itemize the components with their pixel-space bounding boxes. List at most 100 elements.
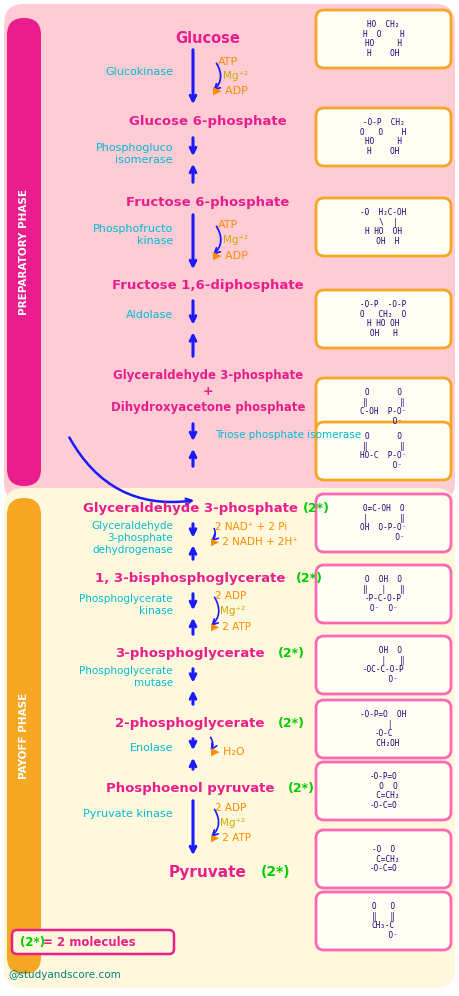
Text: OH  H: OH H (367, 237, 400, 246)
Text: O⁻: O⁻ (363, 533, 404, 542)
Text: 2 ADP: 2 ADP (215, 803, 246, 813)
Text: OH   H: OH H (369, 329, 397, 338)
FancyBboxPatch shape (316, 198, 451, 256)
Text: HO-C  P-O⁻: HO-C P-O⁻ (360, 451, 407, 460)
Text: Aldolase: Aldolase (126, 310, 173, 320)
Text: O⁻: O⁻ (365, 416, 402, 425)
Text: HO  CH₂: HO CH₂ (367, 20, 400, 29)
FancyBboxPatch shape (316, 700, 451, 758)
Text: -O-P  -O-P: -O-P -O-P (360, 300, 407, 309)
FancyBboxPatch shape (316, 762, 451, 820)
FancyBboxPatch shape (316, 290, 451, 348)
Text: Triose phosphate isomerase: Triose phosphate isomerase (215, 430, 361, 440)
Text: Glucokinase: Glucokinase (105, 67, 173, 77)
Text: ▶ 2 NADH + 2H⁺: ▶ 2 NADH + 2H⁺ (211, 537, 298, 547)
Text: Dihydroxyacetone phosphate: Dihydroxyacetone phosphate (111, 400, 305, 413)
FancyBboxPatch shape (12, 930, 174, 954)
Text: Glyceraldehyde 3-phosphate: Glyceraldehyde 3-phosphate (113, 369, 303, 381)
Text: -O-P=O  OH: -O-P=O OH (360, 710, 407, 719)
Text: HO     H: HO H (365, 137, 402, 146)
Text: O   O: O O (372, 902, 395, 911)
Text: H    OH: H OH (367, 49, 400, 58)
Text: HO     H: HO H (365, 39, 402, 48)
FancyBboxPatch shape (316, 494, 451, 552)
Text: |: | (374, 720, 393, 729)
Text: -O  O: -O O (372, 845, 395, 854)
Text: ‖   |   ‖: ‖ | ‖ (363, 585, 404, 594)
Text: C=CH₂: C=CH₂ (367, 791, 400, 800)
Text: ATP: ATP (218, 220, 238, 230)
Text: Glucose 6-phosphate: Glucose 6-phosphate (129, 115, 287, 127)
Text: -O  H₂C-OH: -O H₂C-OH (360, 208, 407, 217)
Text: (2*): (2*) (278, 646, 305, 659)
Text: Fructose 1,6-diphosphate: Fructose 1,6-diphosphate (112, 279, 304, 292)
Text: ‖   ‖: ‖ ‖ (372, 911, 395, 920)
FancyBboxPatch shape (7, 18, 41, 486)
Text: |   ‖: | ‖ (363, 655, 404, 664)
Text: |       ‖: | ‖ (363, 514, 404, 523)
Text: Phosphoenol pyruvate: Phosphoenol pyruvate (106, 782, 274, 795)
Text: Phosphogluco
isomerase: Phosphogluco isomerase (95, 143, 173, 164)
Text: ▶ 2 ATP: ▶ 2 ATP (211, 833, 251, 843)
Text: -P-C-O-P: -P-C-O-P (365, 595, 402, 604)
Text: -O-C=O: -O-C=O (369, 801, 397, 810)
Text: O      O: O O (365, 432, 402, 441)
Text: ▶ ADP: ▶ ADP (213, 251, 248, 261)
Text: ‖       ‖: ‖ ‖ (363, 442, 404, 451)
Text: Phosphoglycerate
mutase: Phosphoglycerate mutase (79, 666, 173, 688)
FancyBboxPatch shape (316, 378, 451, 436)
FancyBboxPatch shape (316, 830, 451, 888)
Text: -O-C: -O-C (374, 729, 393, 738)
Text: -O-P  CH₂: -O-P CH₂ (363, 119, 404, 127)
Text: O   CH₂  O: O CH₂ O (360, 310, 407, 319)
Text: O      O: O O (365, 388, 402, 397)
Text: -O-C=O: -O-C=O (369, 864, 397, 873)
Text: 2-phosphoglycerate: 2-phosphoglycerate (115, 716, 265, 729)
Text: (2*): (2*) (20, 935, 45, 948)
Text: -O-P=O: -O-P=O (369, 772, 397, 781)
FancyBboxPatch shape (4, 4, 455, 502)
Text: O⁻: O⁻ (369, 930, 397, 940)
Text: O⁻  O⁻: O⁻ O⁻ (369, 604, 397, 613)
Text: ‖       ‖: ‖ ‖ (363, 397, 404, 406)
Text: H    OH: H OH (367, 146, 400, 155)
Text: Glucose: Glucose (175, 31, 241, 46)
Text: H HO OH: H HO OH (367, 320, 400, 329)
Text: 3-phosphoglycerate: 3-phosphoglycerate (115, 646, 265, 659)
Text: C-OH  P-O⁻: C-OH P-O⁻ (360, 407, 407, 416)
Text: = 2 molecules: = 2 molecules (43, 935, 135, 948)
Text: Mg⁺²: Mg⁺² (220, 818, 245, 828)
Text: OH  O-P-O⁻: OH O-P-O⁻ (360, 523, 407, 532)
Text: Mg⁺²: Mg⁺² (223, 235, 248, 245)
Text: Mg⁺²: Mg⁺² (220, 606, 245, 616)
Text: Glyceraldehyde
3-phosphate
dehydrogenase: Glyceraldehyde 3-phosphate dehydrogenase (91, 521, 173, 555)
Text: Pyruvate: Pyruvate (169, 865, 247, 879)
FancyBboxPatch shape (7, 498, 41, 974)
Text: -OC-C-O-P: -OC-C-O-P (363, 665, 404, 674)
FancyBboxPatch shape (316, 565, 451, 623)
Text: CH₂OH: CH₂OH (367, 739, 400, 748)
Text: C=CH₂: C=CH₂ (367, 855, 400, 864)
FancyBboxPatch shape (316, 108, 451, 166)
Text: CH₃-C: CH₃-C (372, 921, 395, 930)
Text: (2*): (2*) (288, 782, 315, 795)
Text: ATP: ATP (218, 57, 238, 67)
Text: PREPARATORY PHASE: PREPARATORY PHASE (19, 189, 29, 315)
Text: 2 ADP: 2 ADP (215, 591, 246, 601)
Text: Phosphofructo
kinase: Phosphofructo kinase (93, 224, 173, 246)
FancyBboxPatch shape (316, 636, 451, 694)
Text: ▶ H₂O: ▶ H₂O (211, 747, 245, 757)
Text: Glyceraldehyde 3-phosphate: Glyceraldehyde 3-phosphate (83, 502, 297, 515)
Text: OH  O: OH O (365, 646, 402, 655)
Text: H  O    H: H O H (363, 30, 404, 39)
FancyBboxPatch shape (316, 422, 451, 480)
Text: O=C-OH  O: O=C-OH O (363, 504, 404, 513)
Text: Mg⁺²: Mg⁺² (223, 71, 248, 81)
Text: +: + (203, 384, 213, 397)
Text: ▶ 2 ATP: ▶ 2 ATP (211, 622, 251, 632)
Text: Fructose 6-phosphate: Fructose 6-phosphate (126, 195, 290, 208)
Text: Phosphoglycerate
kinase: Phosphoglycerate kinase (79, 595, 173, 616)
Text: (2*): (2*) (303, 502, 330, 515)
Text: O⁻: O⁻ (369, 674, 397, 683)
Text: O⁻: O⁻ (365, 461, 402, 470)
